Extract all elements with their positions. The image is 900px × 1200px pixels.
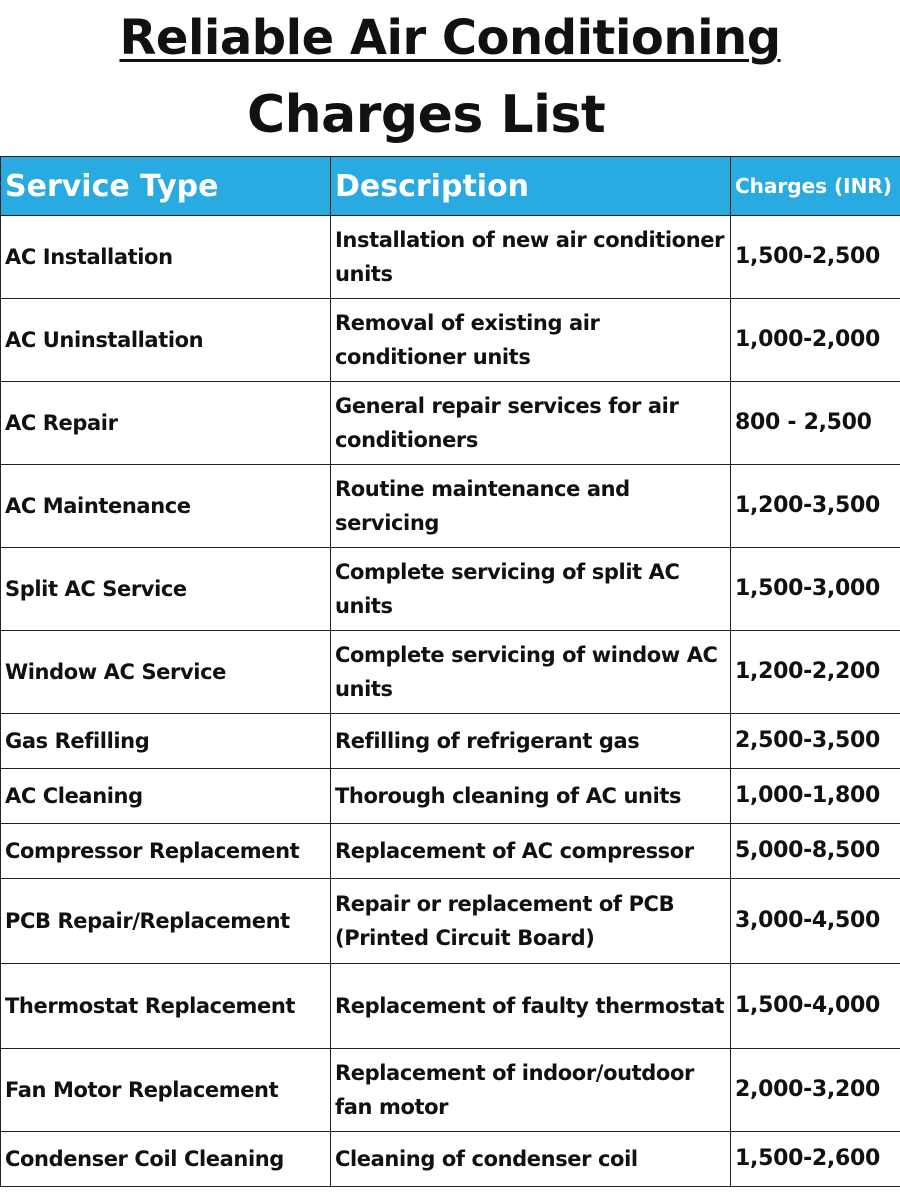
service-type-cell: PCB Repair/Replacement	[0, 878, 331, 964]
service-type-cell: Thermostat Replacement	[0, 963, 331, 1049]
page-subtitle: Charges List	[247, 85, 606, 145]
description-cell: General repair services for air conditio…	[330, 381, 731, 465]
table-row: Condenser Coil Cleaning Cleaning of cond…	[0, 1131, 900, 1187]
table-row: Thermostat Replacement Replacement of fa…	[0, 963, 900, 1049]
charges-cell: 1,500-3,000	[730, 547, 900, 631]
service-type-cell: Condenser Coil Cleaning	[0, 1131, 331, 1187]
header-description: Description	[330, 156, 731, 216]
description-cell: Replacement of indoor/outdoor fan motor	[330, 1048, 731, 1132]
page-title-text: Reliable Air Conditioning	[119, 10, 781, 66]
table-row: AC Uninstallation Removal of existing ai…	[0, 298, 900, 382]
description-cell: Repair or replacement of PCB (Printed Ci…	[330, 878, 731, 964]
charges-cell: 1,000-1,800	[730, 768, 900, 824]
table-row: AC Repair General repair services for ai…	[0, 381, 900, 465]
description-cell: Complete servicing of split AC units	[330, 547, 731, 631]
description-cell: Refilling of refrigerant gas	[330, 713, 731, 769]
header-charges: Charges (INR)	[730, 156, 900, 216]
charges-table: Service Type Description Charges (INR) A…	[0, 156, 900, 1187]
table-row: PCB Repair/Replacement Repair or replace…	[0, 878, 900, 964]
charges-cell: 1,500-2,600	[730, 1131, 900, 1187]
charges-cell: 1,500-4,000	[730, 963, 900, 1049]
charges-cell: 3,000-4,500	[730, 878, 900, 964]
service-type-cell: AC Uninstallation	[0, 298, 331, 382]
page-title: Reliable Air Conditioning	[0, 8, 900, 68]
charges-cell: 1,000-2,000	[730, 298, 900, 382]
description-cell: Cleaning of condenser coil	[330, 1131, 731, 1187]
service-type-cell: Window AC Service	[0, 630, 331, 714]
charges-cell: 800 - 2,500	[730, 381, 900, 465]
table-row: AC Cleaning Thorough cleaning of AC unit…	[0, 768, 900, 824]
description-cell: Complete servicing of window AC units	[330, 630, 731, 714]
description-cell: Removal of existing air conditioner unit…	[330, 298, 731, 382]
charges-cell: 1,500-2,500	[730, 215, 900, 299]
description-cell: Installation of new air conditioner unit…	[330, 215, 731, 299]
description-cell: Routine maintenance and servicing	[330, 464, 731, 548]
table-header-row: Service Type Description Charges (INR)	[0, 156, 900, 216]
charges-cell: 1,200-3,500	[730, 464, 900, 548]
table-row: Gas Refilling Refilling of refrigerant g…	[0, 713, 900, 769]
service-type-cell: AC Repair	[0, 381, 331, 465]
table-row: Fan Motor Replacement Replacement of ind…	[0, 1048, 900, 1132]
charges-cell: 2,000-3,200	[730, 1048, 900, 1132]
table-row: Window AC Service Complete servicing of …	[0, 630, 900, 714]
service-type-cell: Compressor Replacement	[0, 823, 331, 879]
charges-cell: 2,500-3,500	[730, 713, 900, 769]
table-row: Split AC Service Complete servicing of s…	[0, 547, 900, 631]
charges-cell: 5,000-8,500	[730, 823, 900, 879]
service-type-cell: Gas Refilling	[0, 713, 331, 769]
title-block: Reliable Air Conditioning Charges List	[0, 0, 900, 156]
table-row: AC Installation Installation of new air …	[0, 215, 900, 299]
table-row: Compressor Replacement Replacement of AC…	[0, 823, 900, 879]
service-type-cell: AC Cleaning	[0, 768, 331, 824]
service-type-cell: AC Maintenance	[0, 464, 331, 548]
service-type-cell: Fan Motor Replacement	[0, 1048, 331, 1132]
service-type-cell: Split AC Service	[0, 547, 331, 631]
description-cell: Thorough cleaning of AC units	[330, 768, 731, 824]
charges-cell: 1,200-2,200	[730, 630, 900, 714]
service-type-cell: AC Installation	[0, 215, 331, 299]
description-cell: Replacement of AC compressor	[330, 823, 731, 879]
header-service-type: Service Type	[0, 156, 331, 216]
description-cell: Replacement of faulty thermostat	[330, 963, 731, 1049]
table-row: AC Maintenance Routine maintenance and s…	[0, 464, 900, 548]
